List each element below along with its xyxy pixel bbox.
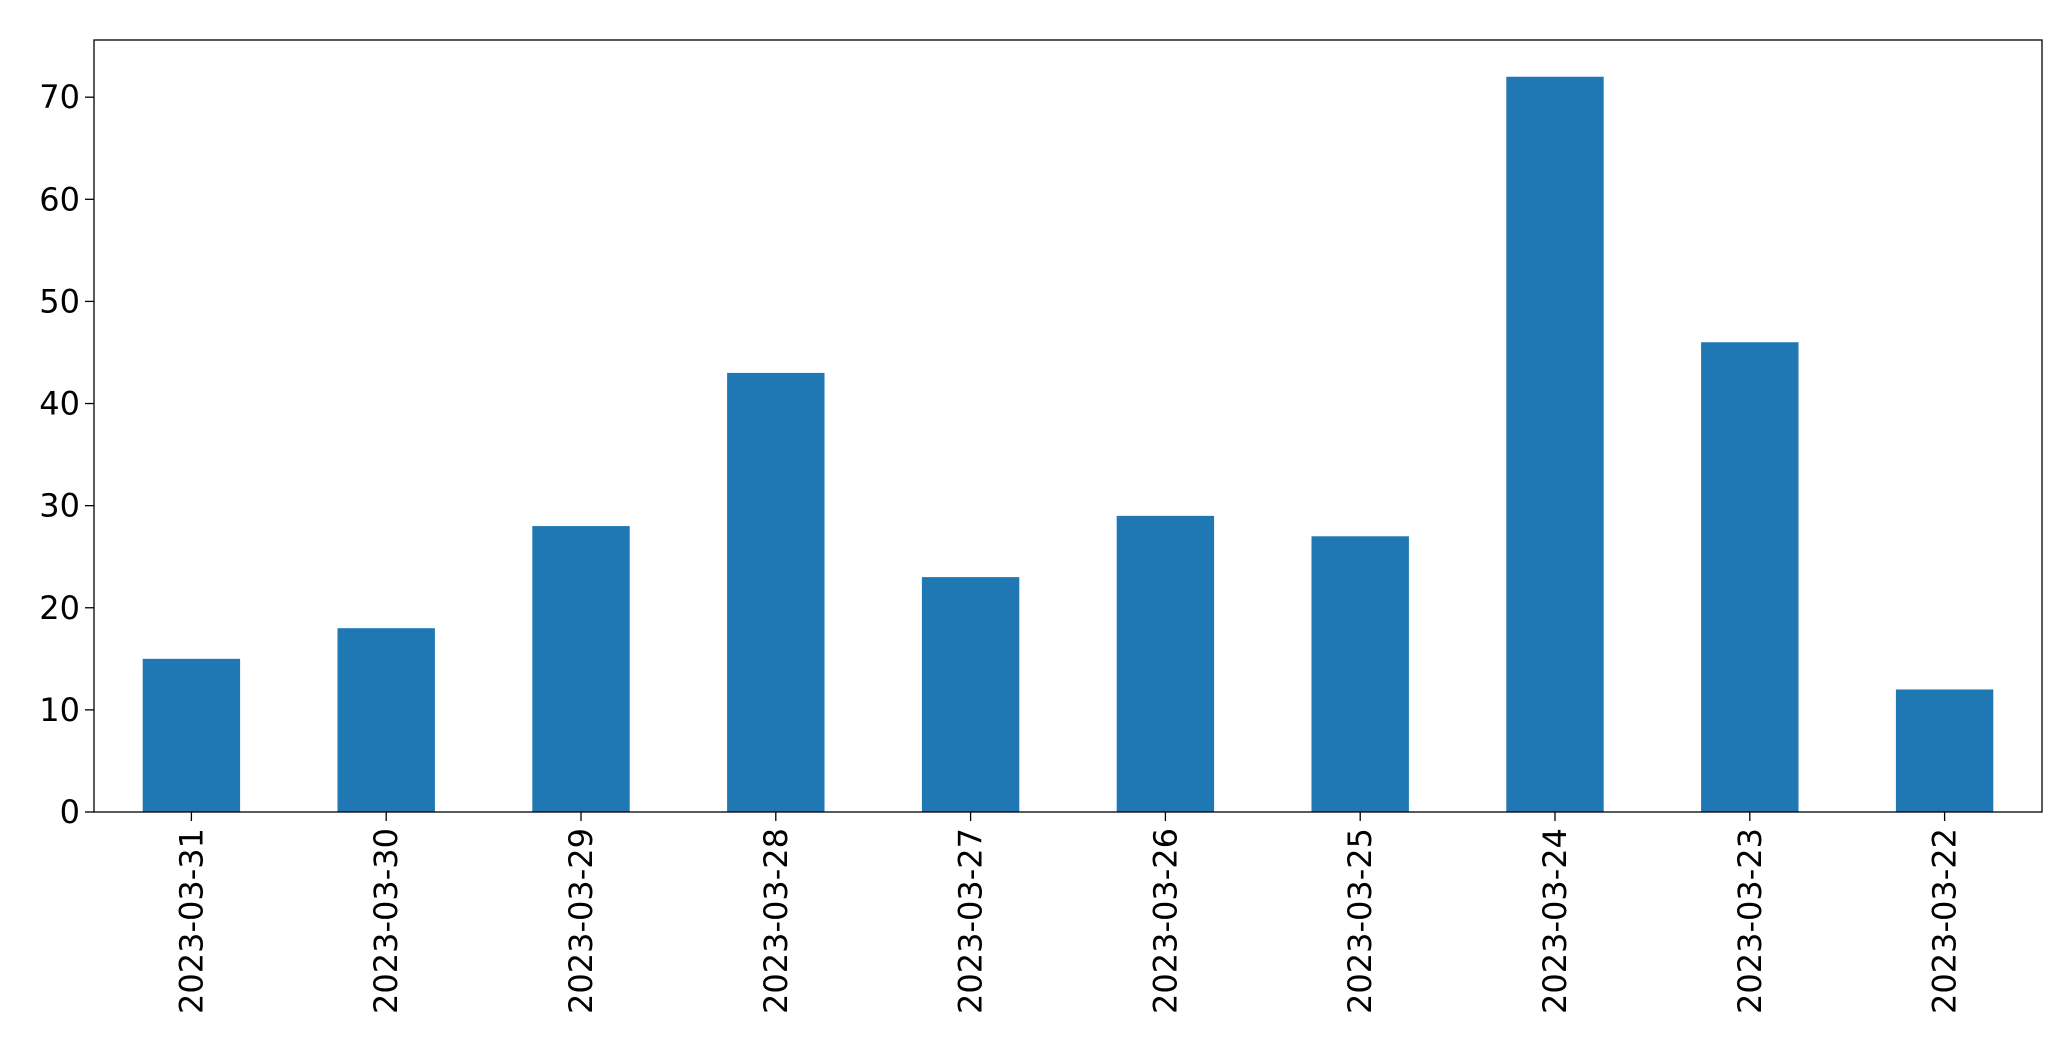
x-tick-label: 2023-03-26 [1146, 828, 1184, 1014]
x-tick-label: 2023-03-23 [1731, 828, 1769, 1014]
x-tick-label: 2023-03-22 [1926, 828, 1964, 1014]
x-tick-label: 2023-03-29 [562, 828, 600, 1014]
x-tick-label: 2023-03-27 [952, 828, 990, 1014]
bar [532, 526, 630, 812]
bar [1311, 536, 1409, 812]
bar [1895, 689, 1994, 812]
y-tick-label: 0 [60, 793, 80, 831]
bar [1701, 342, 1799, 812]
y-tick-label: 70 [39, 78, 80, 116]
bar [727, 372, 825, 812]
y-tick-label: 20 [39, 589, 80, 627]
bar [1506, 76, 1604, 812]
x-tick-label: 2023-03-25 [1341, 828, 1379, 1014]
bar [142, 658, 241, 812]
x-tick-label: 2023-03-24 [1536, 828, 1574, 1014]
y-tick-label: 50 [39, 282, 80, 320]
bar [337, 628, 435, 812]
bar [921, 577, 1020, 812]
plot-frame [93, 39, 2043, 813]
y-tick-label: 30 [39, 487, 80, 525]
x-tick-label: 2023-03-30 [367, 828, 405, 1014]
y-tick-label: 40 [39, 385, 80, 423]
x-tick-label: 2023-03-31 [172, 828, 210, 1014]
y-tick-label: 60 [39, 180, 80, 218]
x-tick-label: 2023-03-28 [757, 828, 795, 1014]
y-tick-label: 10 [39, 691, 80, 729]
bar [1116, 515, 1215, 812]
